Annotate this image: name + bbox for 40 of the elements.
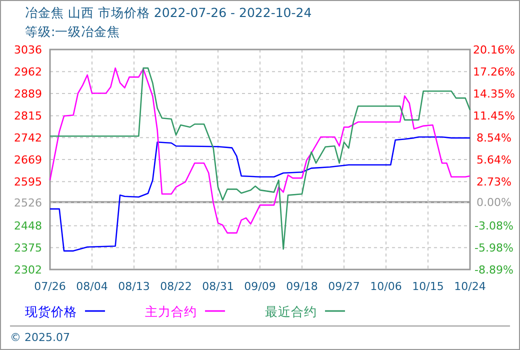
y2-tick-label: -8.89% [474, 264, 514, 276]
y-tick-label: 2962 [14, 66, 42, 79]
legend-label: 现货价格 [25, 304, 77, 319]
legend-label: 最近合约 [265, 304, 317, 319]
y-tick-label: 2302 [14, 264, 42, 276]
y2-tick-label: 5.64% [476, 153, 512, 166]
y2-tick-label: 2.73% [476, 176, 512, 188]
legend-label: 主力合约 [145, 304, 197, 319]
y-tick-label: 2375 [14, 242, 42, 255]
y2-tick-label: 0.00% [476, 196, 512, 210]
y2-tick-label: 17.26% [473, 65, 515, 78]
y2-tick-label: 14.35% [473, 88, 515, 100]
x-tick-label: 09/09 [244, 280, 276, 293]
y-tick-label: 2742 [14, 132, 42, 145]
chart-subtitle: 等级:一级冶金焦 [25, 24, 120, 39]
y-tick-label: 2448 [14, 220, 42, 233]
y-tick-label: 2526 [14, 196, 42, 210]
y-tick-label: 2889 [14, 88, 42, 101]
x-tick-label: 09/27 [328, 280, 360, 293]
y-tick-label: 2595 [14, 176, 42, 189]
text: © 2025.07 [10, 331, 70, 344]
x-tick-label: 07/26 [34, 280, 66, 293]
y2-tick-label: -5.98% [474, 241, 514, 254]
chart-title: 冶金焦 山西 市场价格 2022-07-26 - 2022-10-24 [25, 5, 312, 20]
y2-tick-label: -3.08% [474, 220, 514, 232]
x-tick-label: 10/06 [370, 280, 402, 293]
x-tick-label: 10/24 [454, 280, 486, 293]
x-tick-label: 09/18 [286, 280, 318, 293]
x-tick-label: 08/31 [202, 280, 234, 293]
x-tick-label: 08/13 [118, 280, 150, 293]
x-tick-label: 08/04 [76, 280, 108, 293]
y-tick-label: 2815 [14, 110, 42, 123]
x-tick-label: 10/15 [412, 280, 444, 293]
y-tick-label: 2669 [14, 154, 42, 166]
y2-tick-label: 11.45% [473, 109, 515, 122]
y2-tick-label: 8.54% [476, 132, 512, 144]
y2-tick-label: 20.16% [473, 44, 515, 56]
line-series [49, 136, 471, 252]
y-tick-label: 3036 [14, 44, 42, 56]
x-tick-label: 08/22 [160, 280, 192, 293]
